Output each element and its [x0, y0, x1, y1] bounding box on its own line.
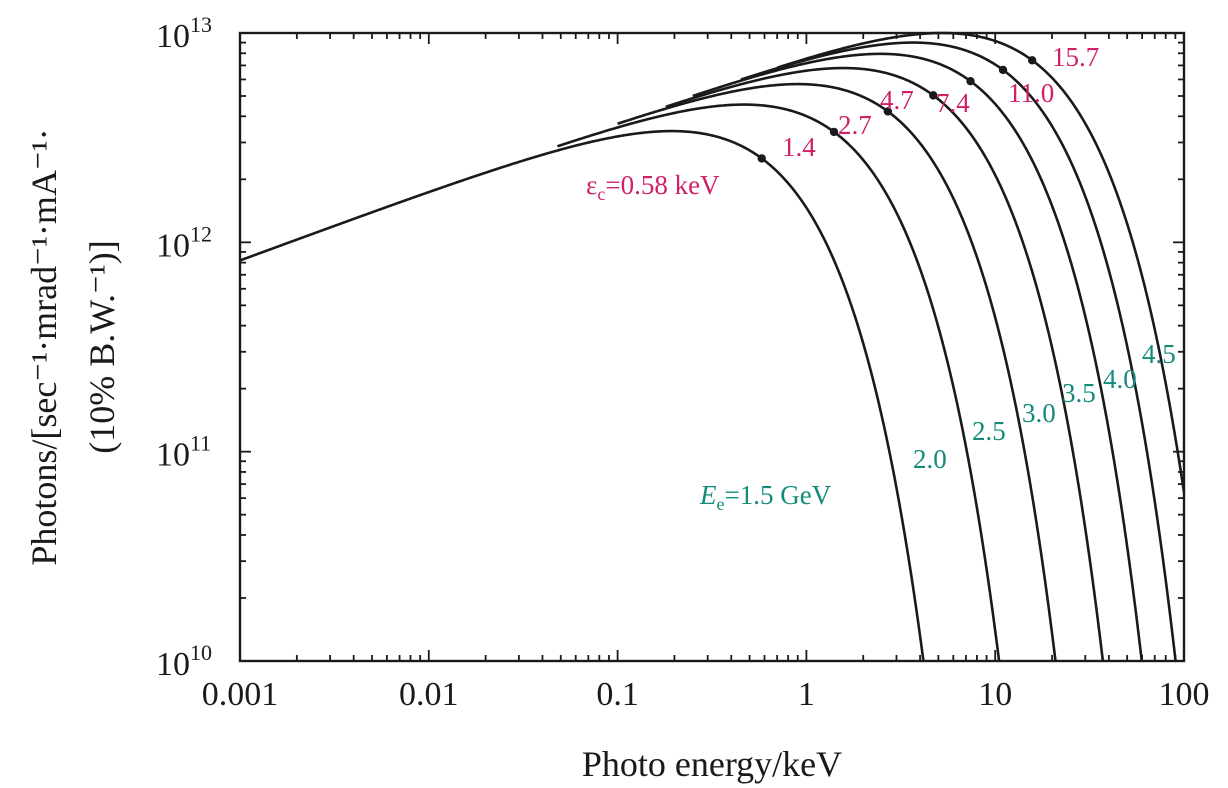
y-tick-exponent: 13 — [190, 12, 212, 37]
y-axis-label-line1: Photons/[sec⁻¹·mrad⁻¹·mA⁻¹· — [24, 128, 64, 565]
spectrum-curve-5 — [692, 52, 1144, 662]
electron-energy-label-1: Ee=1.5 GeV — [699, 480, 832, 514]
electron-energy-label-6: 4.0 — [1103, 364, 1137, 394]
electron-energy-label-3: 2.5 — [972, 416, 1006, 446]
y-tick-exponent: 10 — [190, 640, 212, 665]
spectrum-curve-2 — [557, 103, 1001, 662]
critical-energy-value-1: =0.58 keV — [605, 170, 720, 200]
y-tick-label: 1012 — [156, 221, 212, 264]
spectrum-curve-4 — [665, 66, 1105, 662]
critical-energy-label-1: εc=0.58 keV — [586, 170, 720, 204]
x-tick-label: 100 — [1159, 676, 1210, 713]
critical-energy-labels: εc=0.58 keV 1.4 2.7 4.7 7.4 11.0 15.7 — [586, 42, 1099, 204]
plot-frame — [238, 31, 1186, 663]
x-tick-label: 1 — [798, 676, 815, 713]
critical-energy-label-6: 11.0 — [1008, 78, 1054, 108]
y-axis-label: Photons/[sec⁻¹·mrad⁻¹·mA⁻¹· (10% B.W.⁻¹)… — [24, 128, 122, 565]
epsilon-symbol: ε — [586, 170, 597, 200]
x-tick-label: 0.001 — [202, 676, 279, 713]
y-axis-label-line2: (10% B.W.⁻¹)] — [82, 240, 122, 453]
x-tick-label: 10 — [978, 676, 1012, 713]
y-tick-base: 10 — [156, 227, 190, 264]
spectrum-curve-1 — [239, 129, 925, 662]
x-tick-labels: 0.001 0.01 0.1 1 10 100 — [202, 676, 1210, 713]
y-tick-label: 1013 — [156, 12, 212, 55]
critical-energy-label-2: 1.4 — [782, 132, 816, 162]
x-tick-label: 0.01 — [399, 676, 459, 713]
x-axis-label: Photo energy/keV — [582, 744, 842, 784]
critical-energy-label-5: 7.4 — [936, 88, 970, 118]
critical-energy-dot-5 — [966, 76, 975, 86]
electron-energy-label-4: 3.0 — [1022, 398, 1056, 428]
y-tick-base: 10 — [156, 437, 190, 474]
electron-energy-label-2: 2.0 — [913, 444, 947, 474]
critical-energy-dot-2 — [829, 127, 839, 137]
critical-energy-markers — [757, 56, 1037, 163]
spectrum-curve-3 — [617, 82, 1057, 662]
critical-energy-label-4: 4.7 — [880, 85, 914, 115]
y-tick-exponent: 12 — [190, 221, 212, 246]
critical-energy-dot-7 — [1027, 56, 1037, 65]
electron-energy-value-1: =1.5 GeV — [725, 480, 832, 510]
electron-energy-label-5: 3.5 — [1062, 378, 1096, 408]
y-tick-base: 10 — [156, 646, 190, 683]
y-tick-base: 10 — [156, 18, 190, 55]
x-tick-label: 0.1 — [596, 676, 639, 713]
critical-energy-label-3: 2.7 — [838, 110, 872, 140]
critical-energy-dot-1 — [757, 154, 766, 163]
critical-energy-dot-3 — [883, 107, 893, 116]
critical-energy-dot-6 — [998, 65, 1008, 75]
y-tick-label: 1010 — [156, 640, 212, 683]
series-curves — [239, 31, 1186, 662]
spectrum-curve-6 — [740, 41, 1177, 662]
electron-energy-label-7: 4.5 — [1142, 339, 1176, 369]
y-tick-exponent: 11 — [190, 431, 211, 456]
epsilon-subscript: c — [597, 184, 605, 204]
E-symbol: E — [699, 480, 717, 510]
electron-energy-labels: Ee=1.5 GeV 2.0 2.5 3.0 3.5 4.0 4.5 — [699, 339, 1176, 514]
y-tick-label: 1011 — [156, 431, 211, 474]
spectrum-curve-7 — [776, 31, 1186, 493]
E-subscript: e — [717, 494, 725, 514]
critical-energy-label-7: 15.7 — [1052, 42, 1099, 72]
critical-energy-dot-4 — [929, 91, 938, 100]
